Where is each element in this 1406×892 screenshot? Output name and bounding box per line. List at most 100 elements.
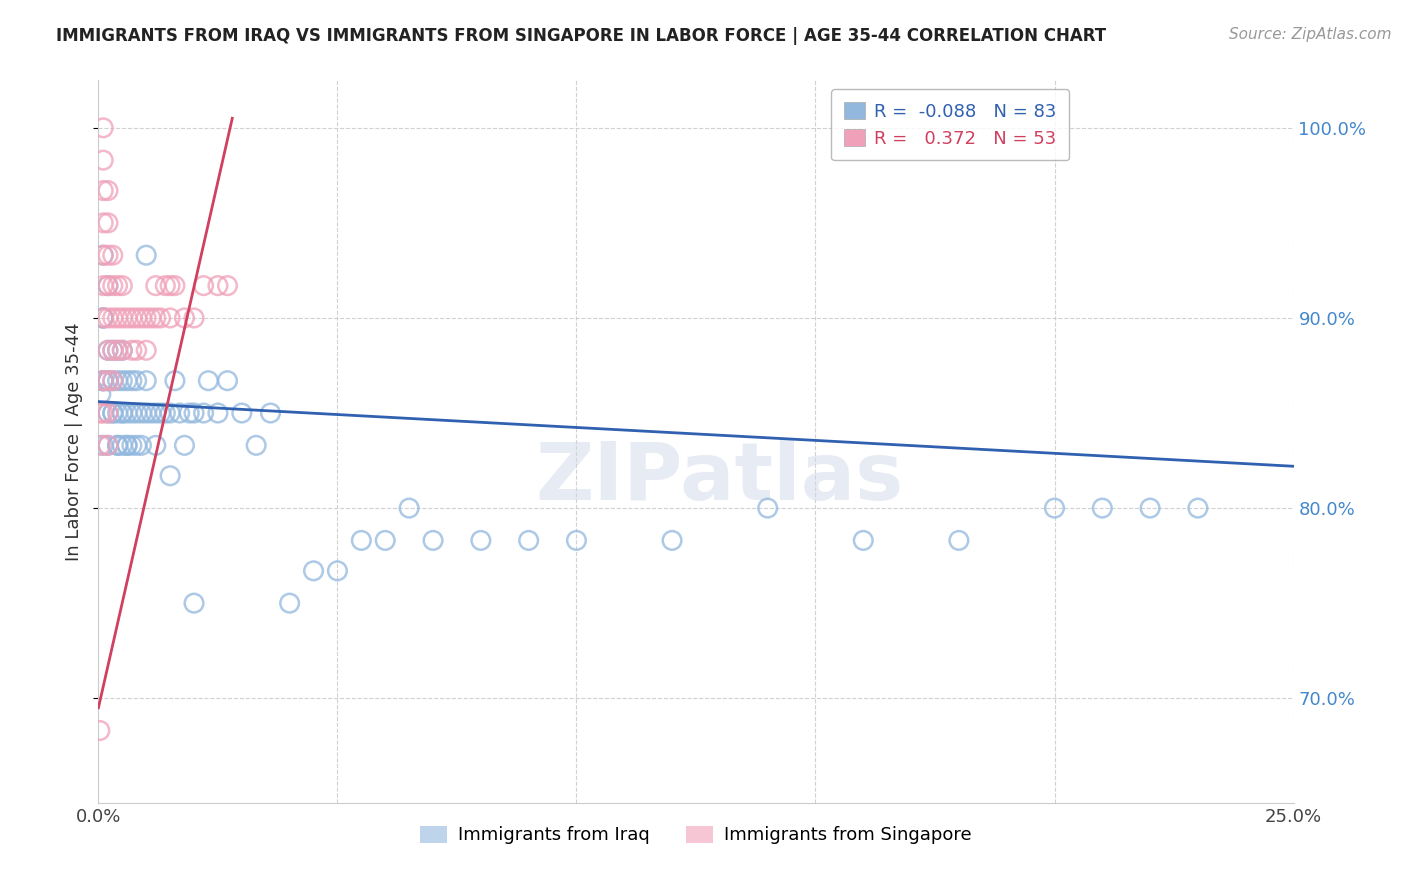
Point <box>197 374 219 388</box>
Point <box>159 310 181 325</box>
Point <box>107 406 129 420</box>
Text: Source: ZipAtlas.com: Source: ZipAtlas.com <box>1229 27 1392 42</box>
Point <box>948 533 970 548</box>
Point <box>91 248 114 262</box>
Point <box>115 374 138 388</box>
Point <box>207 406 229 420</box>
Point <box>131 310 153 325</box>
Point <box>91 248 114 262</box>
Point <box>131 438 153 452</box>
Point <box>89 723 111 738</box>
Point <box>125 438 148 452</box>
Point <box>135 343 157 358</box>
Point <box>125 310 148 325</box>
Point <box>97 343 120 358</box>
Point <box>91 120 114 135</box>
Point <box>159 468 181 483</box>
Point <box>139 310 162 325</box>
Point <box>91 310 114 325</box>
Point <box>97 278 120 293</box>
Point <box>107 438 129 452</box>
Point <box>91 278 114 293</box>
Point <box>101 310 124 325</box>
Point <box>149 310 172 325</box>
Point <box>121 310 143 325</box>
Point <box>97 374 120 388</box>
Point <box>374 533 396 548</box>
Point <box>91 406 114 420</box>
Point <box>97 438 120 452</box>
Point <box>101 343 124 358</box>
Point <box>125 374 148 388</box>
Point <box>145 438 167 452</box>
Point <box>115 438 138 452</box>
Point <box>107 278 129 293</box>
Point <box>91 374 114 388</box>
Point <box>107 310 129 325</box>
Point <box>173 438 195 452</box>
Point <box>107 374 129 388</box>
Point <box>179 406 201 420</box>
Text: IMMIGRANTS FROM IRAQ VS IMMIGRANTS FROM SINGAPORE IN LABOR FORCE | AGE 35-44 COR: IMMIGRANTS FROM IRAQ VS IMMIGRANTS FROM … <box>56 27 1107 45</box>
Point <box>90 387 112 401</box>
Point <box>121 343 143 358</box>
Point <box>115 310 138 325</box>
Point <box>398 501 420 516</box>
Point <box>131 406 153 420</box>
Point <box>111 374 134 388</box>
Point <box>326 564 349 578</box>
Point <box>139 406 162 420</box>
Point <box>91 310 114 325</box>
Point <box>145 310 167 325</box>
Point <box>135 406 157 420</box>
Point <box>183 596 205 610</box>
Point <box>217 278 239 293</box>
Point <box>245 438 267 452</box>
Point <box>145 406 167 420</box>
Point <box>183 406 205 420</box>
Text: ZIPatlas: ZIPatlas <box>536 439 904 516</box>
Point <box>155 406 177 420</box>
Point <box>149 406 172 420</box>
Y-axis label: In Labor Force | Age 35-44: In Labor Force | Age 35-44 <box>65 322 83 561</box>
Point <box>125 406 148 420</box>
Point <box>145 278 167 293</box>
Point <box>91 374 114 388</box>
Point <box>302 564 325 578</box>
Point <box>91 374 114 388</box>
Point <box>1139 501 1161 516</box>
Point <box>101 248 124 262</box>
Point <box>135 310 157 325</box>
Point <box>661 533 683 548</box>
Legend: Immigrants from Iraq, Immigrants from Singapore: Immigrants from Iraq, Immigrants from Si… <box>413 818 979 852</box>
Point <box>121 406 143 420</box>
Point <box>101 374 124 388</box>
Point <box>183 310 205 325</box>
Point <box>111 406 134 420</box>
Point <box>278 596 301 610</box>
Point <box>107 343 129 358</box>
Point <box>91 374 114 388</box>
Point <box>97 310 120 325</box>
Point <box>169 406 191 420</box>
Point <box>259 406 281 420</box>
Point <box>107 438 129 452</box>
Point <box>91 310 114 325</box>
Point <box>193 278 215 293</box>
Point <box>231 406 253 420</box>
Point <box>756 501 779 516</box>
Point <box>97 374 120 388</box>
Point <box>90 438 112 452</box>
Point <box>97 248 120 262</box>
Point <box>1043 501 1066 516</box>
Point <box>565 533 588 548</box>
Point <box>91 374 114 388</box>
Point <box>193 406 215 420</box>
Point <box>135 248 157 262</box>
Point <box>163 374 186 388</box>
Point <box>163 278 186 293</box>
Point <box>111 438 134 452</box>
Point <box>173 310 195 325</box>
Point <box>159 278 181 293</box>
Point <box>97 406 120 420</box>
